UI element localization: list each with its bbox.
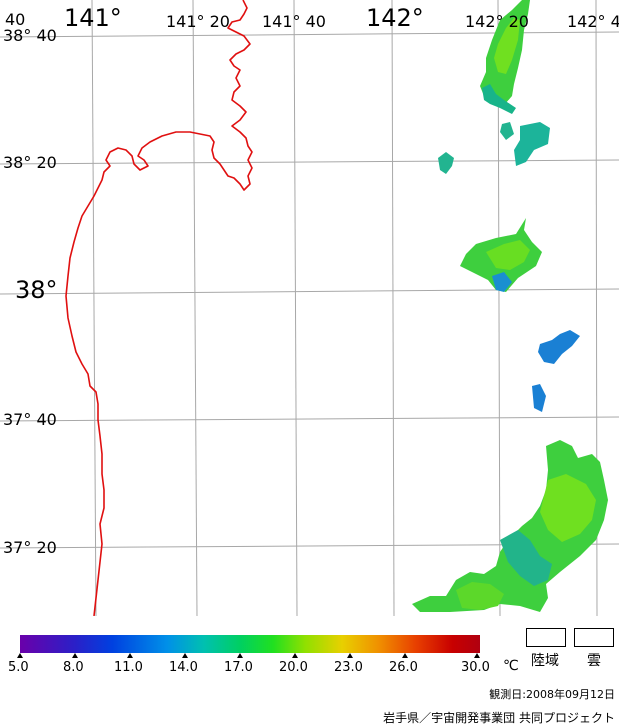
colorbar-tick-mark	[347, 653, 353, 658]
sst-patch-south-teal	[500, 530, 552, 586]
colorbar-tick-mark	[474, 653, 480, 658]
sst-patch-south-lower	[456, 582, 504, 610]
lon-label-140-40: 40	[5, 10, 26, 29]
temperature-colorbar	[20, 635, 480, 653]
sst-patch-blue-east	[538, 330, 580, 364]
grid-line-lon-141-20	[192, 0, 198, 616]
colorbar-tick-label: 20.0	[279, 660, 308, 675]
grid-line-lat-38-40	[0, 31, 619, 38]
lon-label-141-40: 141° 40	[262, 12, 326, 31]
colorbar-tick-mark	[292, 653, 298, 658]
lon-label-142-40: 142° 40	[567, 12, 619, 31]
sst-patch-south-bright	[540, 474, 596, 542]
credit-text: 岩手県／宇宙開発事業団 共同プロジェクト	[383, 711, 615, 725]
lat-label-38: 38°	[15, 276, 58, 304]
colorbar-tick-label: 30.0	[461, 660, 490, 675]
sst-patch-center-blue	[492, 272, 512, 292]
sst-patch-small-mid	[500, 122, 514, 140]
colorbar-tick-label: 5.0	[8, 660, 29, 675]
sst-patch-center-bright	[486, 240, 530, 270]
colorbar-tick-mark	[17, 653, 23, 658]
lon-label-141-20: 141° 20	[166, 12, 230, 31]
lat-label-38-20: 38° 20	[3, 153, 57, 172]
lat-label-37-40: 37° 40	[3, 410, 57, 429]
cloud-legend-label: 雲	[587, 653, 601, 669]
grid-line-lon-141-00	[91, 0, 97, 616]
colorbar-unit: ℃	[503, 658, 519, 674]
sea-temperature-patches	[412, 0, 608, 612]
coastline	[65, 0, 253, 616]
colorbar-tick-mark	[72, 653, 78, 658]
lat-label-38-40: 38° 40	[3, 26, 57, 45]
lon-label-141: 141°	[64, 4, 122, 32]
sst-patch-small-west	[438, 152, 454, 174]
sst-patch-north-bright	[494, 18, 520, 74]
colorbar-tick-mark	[182, 653, 188, 658]
colorbar-tick-label: 8.0	[63, 660, 84, 675]
grid-line-lon-142-00	[391, 0, 395, 616]
sst-patch-north-teal	[482, 84, 516, 114]
lon-label-142: 142°	[366, 4, 424, 32]
lat-label-37-20: 37° 20	[3, 538, 57, 557]
colorbar-tick-label: 26.0	[389, 660, 418, 675]
colorbar-tick-mark	[402, 653, 408, 658]
grid-line-lat-37-40	[0, 416, 619, 422]
cloud-legend-swatch	[574, 628, 614, 647]
lon-label-142-20: 142° 20	[465, 12, 529, 31]
land-legend-swatch	[526, 628, 566, 647]
colorbar-tick-mark	[237, 653, 243, 658]
graticule-grid	[0, 0, 619, 616]
grid-line-lon-141-40	[293, 0, 298, 616]
sst-patch-east-teal	[514, 122, 550, 166]
colorbar-tick-mark	[127, 653, 133, 658]
colorbar-tick-label: 23.0	[334, 660, 363, 675]
land-legend-label: 陸域	[531, 653, 559, 669]
colorbar-tick-label: 11.0	[114, 660, 143, 675]
observation-date: 観測日:2008年09月12日	[489, 688, 615, 701]
grid-line-lat-38-00	[0, 288, 619, 295]
sst-patch-blue-small	[532, 384, 546, 412]
colorbar-tick-label: 17.0	[224, 660, 253, 675]
colorbar-tick-label: 14.0	[169, 660, 198, 675]
sea-surface-temperature-map	[0, 0, 619, 616]
